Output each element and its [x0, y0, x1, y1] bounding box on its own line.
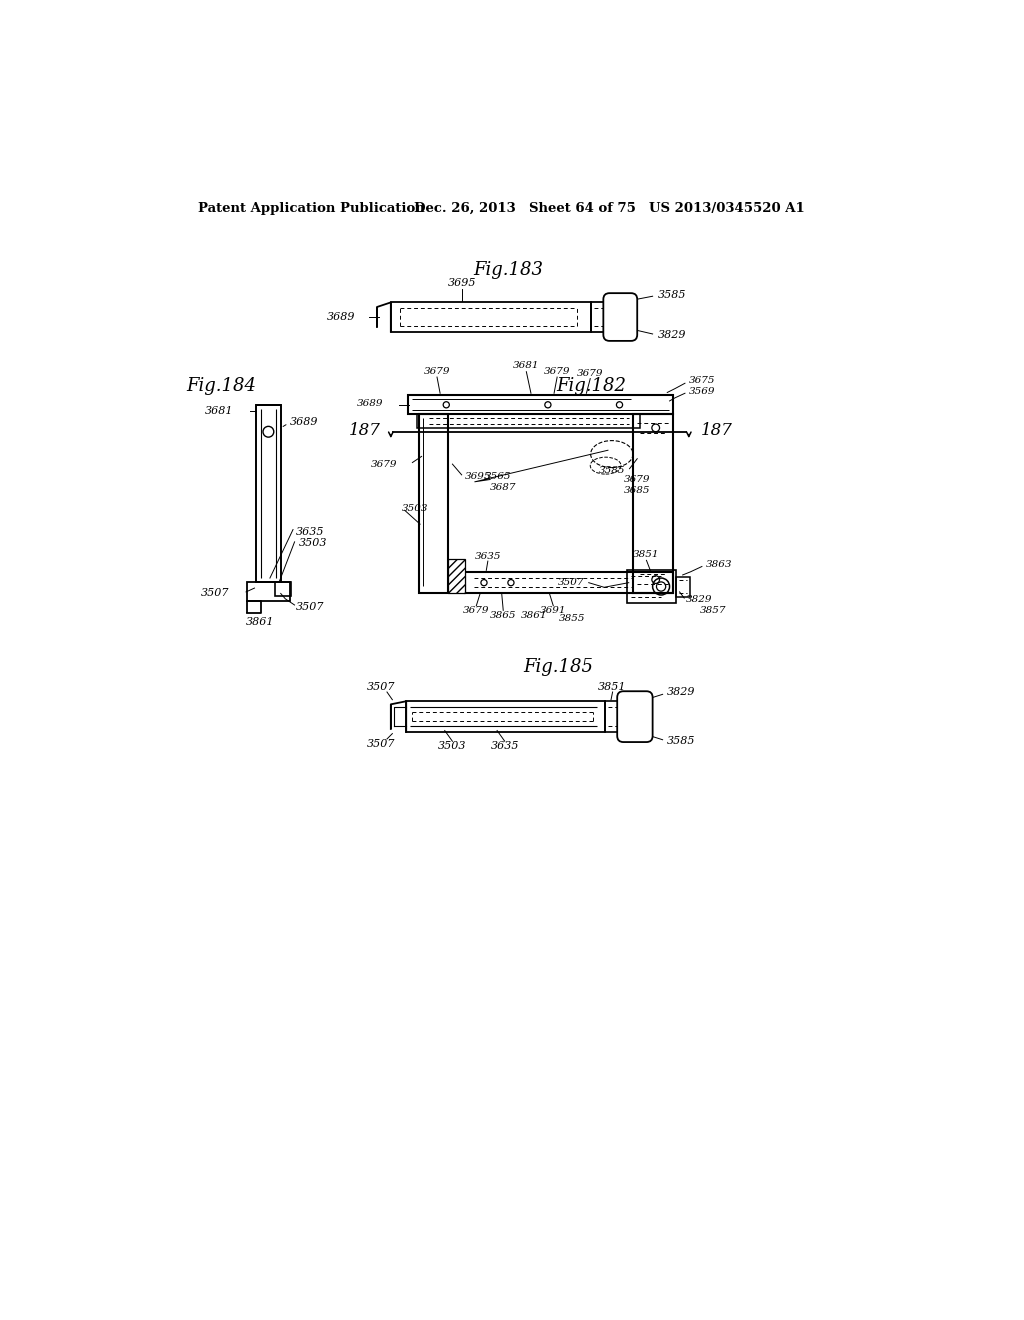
Text: 3681: 3681: [205, 407, 233, 416]
Text: 187: 187: [700, 421, 732, 438]
Text: 3695: 3695: [465, 473, 492, 480]
Text: 3863: 3863: [706, 560, 732, 569]
Text: 3681: 3681: [513, 362, 540, 370]
Text: 3861: 3861: [246, 616, 274, 627]
Text: 3679: 3679: [371, 459, 397, 469]
Bar: [465, 572, 674, 594]
Bar: [408, 395, 674, 414]
Text: 3855: 3855: [559, 614, 586, 623]
Text: 3675: 3675: [689, 376, 716, 385]
Text: 3585: 3585: [658, 289, 686, 300]
Text: 3829: 3829: [667, 686, 695, 697]
Text: Fig.184: Fig.184: [186, 376, 256, 395]
Text: Fig.185: Fig.185: [523, 657, 593, 676]
Text: 187: 187: [349, 421, 381, 438]
Text: 3689: 3689: [327, 312, 355, 322]
Text: 3687: 3687: [490, 483, 516, 491]
Text: 3695: 3695: [447, 279, 476, 288]
Text: US 2013/0345520 A1: US 2013/0345520 A1: [649, 202, 805, 215]
Bar: [247, 582, 290, 601]
Text: Patent Application Publication: Patent Application Publication: [199, 202, 425, 215]
Bar: [407, 701, 605, 733]
Bar: [634, 414, 674, 594]
Text: 3507: 3507: [201, 589, 229, 598]
Text: 3507: 3507: [368, 682, 396, 693]
Bar: [447, 558, 465, 594]
Text: 3851: 3851: [633, 550, 659, 560]
Bar: [419, 414, 447, 594]
Text: 3635: 3635: [296, 527, 325, 537]
Text: Fig.182: Fig.182: [556, 376, 626, 395]
Text: Dec. 26, 2013: Dec. 26, 2013: [414, 202, 516, 215]
Text: 3679: 3679: [424, 367, 451, 376]
Bar: [274, 582, 292, 595]
Text: 3689: 3689: [290, 417, 318, 426]
Text: 3507: 3507: [296, 602, 325, 611]
Bar: [417, 414, 640, 428]
Text: 3689: 3689: [356, 399, 383, 408]
Text: 3503: 3503: [401, 504, 428, 513]
Bar: [391, 302, 591, 331]
Bar: [628, 570, 677, 603]
Bar: [677, 577, 690, 597]
Text: 3635: 3635: [474, 552, 501, 561]
Text: 3635: 3635: [490, 741, 519, 751]
Text: 3507: 3507: [558, 578, 585, 587]
Text: 3691: 3691: [540, 606, 566, 615]
Bar: [256, 405, 281, 582]
Text: 3685: 3685: [624, 486, 650, 495]
Text: 3503: 3503: [438, 741, 467, 751]
Text: 3503: 3503: [298, 539, 327, 548]
Text: 3679: 3679: [544, 367, 570, 376]
Bar: [605, 701, 637, 733]
Text: 3679: 3679: [577, 368, 603, 378]
Text: 3829: 3829: [686, 595, 713, 605]
Text: 3507: 3507: [368, 739, 396, 748]
Text: 3857: 3857: [699, 606, 726, 615]
Text: 3569: 3569: [689, 387, 716, 396]
Text: 3865: 3865: [490, 611, 516, 619]
Text: Fig.183: Fig.183: [473, 261, 543, 279]
Text: 3565: 3565: [484, 473, 511, 480]
FancyBboxPatch shape: [603, 293, 637, 341]
Text: 3861: 3861: [521, 611, 547, 619]
Text: 3585: 3585: [667, 737, 695, 746]
Text: 3829: 3829: [658, 330, 686, 341]
Text: 3679: 3679: [463, 606, 489, 615]
Text: 3851: 3851: [598, 682, 627, 693]
Text: 3679: 3679: [624, 475, 650, 484]
Text: 3585: 3585: [599, 466, 626, 475]
Bar: [591, 302, 624, 331]
Text: Sheet 64 of 75: Sheet 64 of 75: [529, 202, 636, 215]
FancyBboxPatch shape: [617, 692, 652, 742]
